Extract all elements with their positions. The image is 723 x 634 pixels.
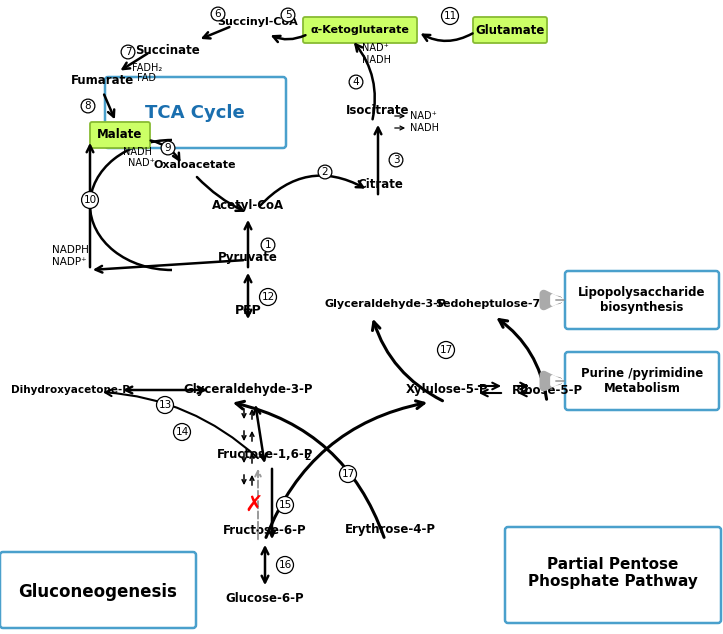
Text: Xylulose-5-P: Xylulose-5-P xyxy=(406,384,488,396)
Text: Fumarate: Fumarate xyxy=(72,74,134,86)
Text: Dihydroxyacetone-P: Dihydroxyacetone-P xyxy=(11,385,129,395)
Text: 12: 12 xyxy=(262,292,275,302)
Text: Sedoheptulose-7-P: Sedoheptulose-7-P xyxy=(435,299,553,309)
Text: PEP: PEP xyxy=(235,304,262,316)
Text: NADP⁺: NADP⁺ xyxy=(52,257,87,267)
Text: Partial Pentose
Phosphate Pathway: Partial Pentose Phosphate Pathway xyxy=(528,557,698,589)
Text: Citrate: Citrate xyxy=(357,179,403,191)
Text: Malate: Malate xyxy=(98,129,142,141)
Text: Succinate: Succinate xyxy=(136,44,200,56)
Text: Glucose-6-P: Glucose-6-P xyxy=(226,592,304,604)
Text: 17: 17 xyxy=(341,469,354,479)
Text: 2: 2 xyxy=(304,453,310,462)
Text: 3: 3 xyxy=(393,155,399,165)
Text: Ribose-5-P: Ribose-5-P xyxy=(511,384,583,396)
Text: 13: 13 xyxy=(158,400,171,410)
Text: 17: 17 xyxy=(440,345,453,355)
Text: 11: 11 xyxy=(443,11,457,21)
Text: Glyceraldehyde-3-P: Glyceraldehyde-3-P xyxy=(324,299,446,309)
Text: ✗: ✗ xyxy=(244,495,263,515)
Text: NADH: NADH xyxy=(362,55,391,65)
Text: Pyruvate: Pyruvate xyxy=(218,252,278,264)
Text: Isocitrate: Isocitrate xyxy=(346,103,410,117)
Text: α-Ketoglutarate: α-Ketoglutarate xyxy=(311,25,409,35)
Text: NADH: NADH xyxy=(410,123,439,133)
Text: NAD⁺: NAD⁺ xyxy=(410,111,437,121)
Text: TCA Cycle: TCA Cycle xyxy=(145,104,245,122)
Text: 8: 8 xyxy=(85,101,91,111)
Text: 5: 5 xyxy=(285,10,291,20)
Text: NAD⁺: NAD⁺ xyxy=(362,43,389,53)
Text: Succinyl-CoA: Succinyl-CoA xyxy=(218,17,299,27)
Text: 7: 7 xyxy=(124,47,132,57)
Text: Acetyl-CoA: Acetyl-CoA xyxy=(212,198,284,212)
Text: Glutamate: Glutamate xyxy=(475,23,544,37)
Text: 6: 6 xyxy=(215,9,221,19)
Text: Oxaloacetate: Oxaloacetate xyxy=(154,160,236,170)
Text: Fructose-1,6-P: Fructose-1,6-P xyxy=(217,448,313,460)
Text: Glyceraldehyde-3-P: Glyceraldehyde-3-P xyxy=(183,384,313,396)
Text: 2: 2 xyxy=(322,167,328,177)
FancyBboxPatch shape xyxy=(303,17,417,43)
Text: NADH: NADH xyxy=(123,147,152,157)
FancyBboxPatch shape xyxy=(473,17,547,43)
Text: 14: 14 xyxy=(176,427,189,437)
Text: NAD⁺: NAD⁺ xyxy=(128,158,155,168)
Text: Purine /pyrimidine
Metabolism: Purine /pyrimidine Metabolism xyxy=(581,367,703,395)
Text: FADH₂: FADH₂ xyxy=(132,63,162,73)
Text: Fructose-6-P: Fructose-6-P xyxy=(223,524,307,536)
Text: NADPH: NADPH xyxy=(52,245,89,255)
Text: 4: 4 xyxy=(353,77,359,87)
Text: FAD: FAD xyxy=(137,73,156,83)
Text: Gluconeogenesis: Gluconeogenesis xyxy=(19,583,177,601)
Text: 16: 16 xyxy=(278,560,291,570)
Text: Lipopolysaccharide
biosynthesis: Lipopolysaccharide biosynthesis xyxy=(578,286,706,314)
Text: 15: 15 xyxy=(278,500,291,510)
FancyBboxPatch shape xyxy=(90,122,150,148)
Text: 10: 10 xyxy=(83,195,97,205)
Text: 9: 9 xyxy=(165,143,171,153)
Text: 1: 1 xyxy=(265,240,271,250)
Text: Erythrose-4-P: Erythrose-4-P xyxy=(344,524,435,536)
